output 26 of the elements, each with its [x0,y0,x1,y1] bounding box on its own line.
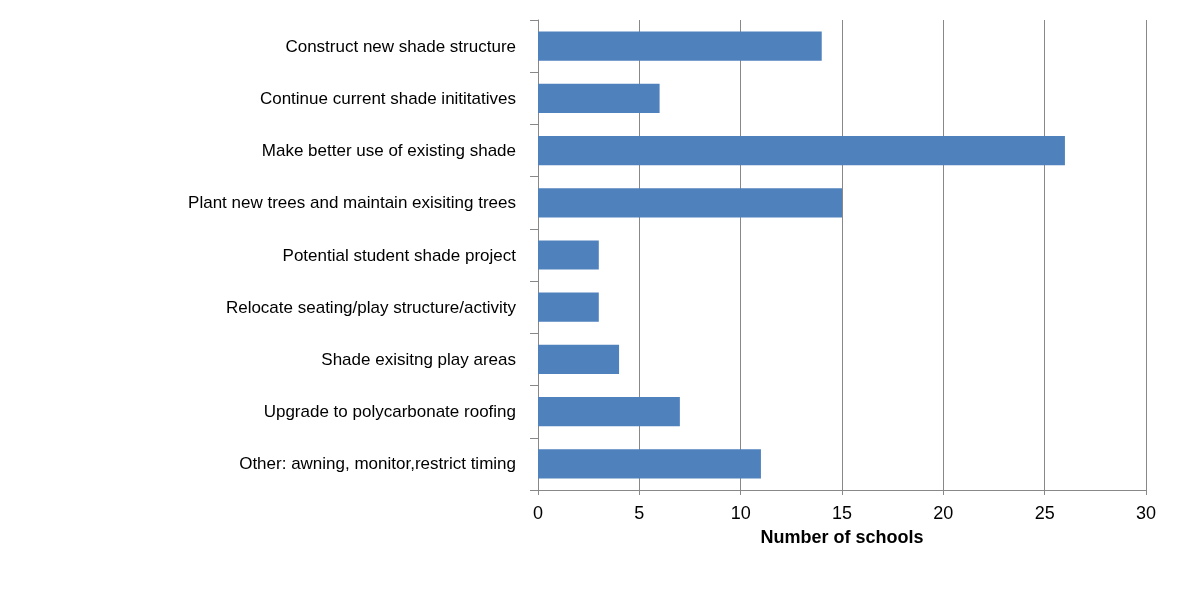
bar [538,240,599,270]
y-tick-label: Other: awning, monitor,restrict timing [239,454,516,474]
y-tick-label: Make better use of existing shade [261,141,516,161]
bar [538,292,599,322]
bar [538,135,1065,166]
bar [538,31,822,61]
y-tick-label: Relocate seating/play structure/activity [225,297,517,317]
y-tick-label: Continue current shade inititatives [259,88,516,108]
y-tick-label: Plant new trees and maintain exisiting trees [188,193,516,213]
x-tick-label: 25 [1034,503,1055,523]
x-tick-label: 20 [933,503,954,523]
x-tick-label: 15 [831,503,853,523]
bar [538,397,680,427]
bar [538,83,660,113]
bar [538,188,842,218]
x-axis-title: Number of schools [760,527,924,547]
y-tick-label: Potential student shade project [282,245,517,265]
y-tick-label: Construct new shade structure [285,36,516,56]
bar [538,449,761,479]
y-tick-label: Upgrade to polycarbonate roofing [263,402,516,422]
bar [538,344,620,375]
x-tick-label: 0 [532,503,544,523]
x-tick-label: 5 [634,503,645,523]
x-tick-label: 10 [730,503,751,523]
y-tick-label: Shade exisitng play areas [321,349,516,369]
x-tick-label: 30 [1135,503,1157,523]
